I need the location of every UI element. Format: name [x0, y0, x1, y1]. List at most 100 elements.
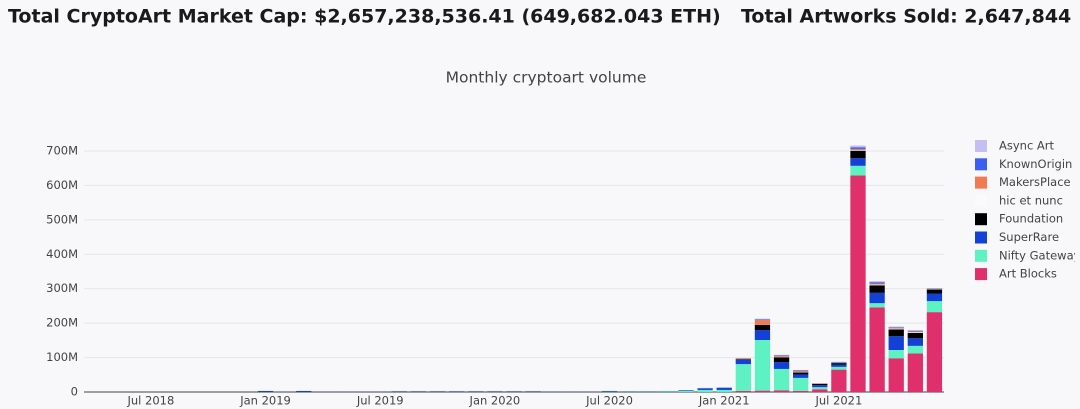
legend: Async Art KnownOrigin MakersPlace hic et nu… [975, 139, 1080, 281]
bar-segment [754, 330, 771, 341]
bar-segment [869, 283, 885, 285]
x-tick-label: Jul 2020 [585, 394, 633, 408]
bar-segment [659, 391, 675, 392]
legend-label: Nifty Gateway [999, 248, 1080, 262]
bar-segment [869, 281, 885, 283]
y-tick-label: 0 [71, 385, 78, 399]
bar-segment [926, 312, 943, 392]
chart-title: Monthly cryptoart volume [446, 69, 647, 87]
bar-segment [907, 332, 923, 339]
bar-segment [449, 391, 465, 392]
legend-swatch [975, 231, 987, 244]
bar-segment [735, 359, 751, 365]
bar-segment [735, 359, 751, 360]
y-tick-label: 500M [46, 212, 78, 226]
bar-segment [926, 301, 943, 313]
bar-segment [793, 370, 809, 373]
bar-segment [888, 327, 904, 328]
bar-segment [754, 390, 771, 392]
bar-segment [678, 390, 694, 392]
bar-segment [831, 366, 847, 370]
bar-segment [601, 390, 618, 392]
bar-segment [869, 303, 885, 308]
bar-segment [754, 340, 771, 391]
bar-segment [773, 368, 790, 391]
bar-segment [831, 364, 847, 367]
legend-swatch [975, 140, 987, 152]
bar-segment [410, 391, 427, 392]
bar-segment [907, 338, 923, 346]
bar-segment [754, 319, 771, 321]
bar-segment [850, 148, 866, 150]
bar-segment [429, 391, 446, 392]
bar-segment [831, 362, 847, 363]
x-tick-label: Jan 2021 [698, 394, 750, 408]
bar-segment [850, 165, 866, 176]
bar-segment [888, 326, 904, 328]
legend-label: SuperRare [999, 230, 1059, 244]
bar-segment [773, 355, 790, 356]
y-tick-label: 200M [46, 316, 78, 330]
bar-segment [888, 336, 904, 350]
bar-segment [735, 358, 751, 360]
legend-label: KnownOrigin [999, 157, 1072, 171]
bar-segment [850, 147, 866, 149]
legend-swatch [975, 268, 987, 281]
bar-segment [793, 372, 809, 375]
bar-segment [296, 390, 312, 392]
legend-label: Async Art [999, 139, 1055, 153]
bar-segment [391, 391, 407, 392]
bar-segment [907, 330, 923, 331]
legend-label: Foundation [999, 212, 1063, 226]
legend-swatch [975, 158, 987, 171]
x-tick-label: Jul 2018 [126, 394, 174, 408]
bar-segment [831, 363, 847, 365]
bar-segment [716, 389, 732, 392]
bar-segment [793, 390, 809, 392]
legend-swatch [975, 249, 987, 262]
y-tick-label: 400M [46, 247, 78, 261]
legend-swatch [975, 176, 987, 189]
bar-segment [697, 388, 713, 390]
bar-segment [869, 307, 885, 392]
bar-segment [257, 390, 274, 392]
x-tick-label: Jul 2021 [814, 394, 862, 408]
bar-segment [907, 345, 923, 354]
bar-segment [754, 320, 771, 325]
bar-segment [754, 318, 771, 320]
bar-segment [869, 285, 885, 293]
bar-segment [888, 327, 904, 329]
bar-segment [735, 390, 751, 392]
bar-segment [812, 389, 828, 392]
legend-swatch [975, 194, 987, 207]
bar-segment [850, 158, 866, 166]
bar-segment [773, 357, 790, 363]
y-tick-label: 700M [46, 144, 78, 158]
bar-segment [525, 391, 541, 392]
y-tick-label: 600M [46, 178, 78, 192]
bar-segment [907, 331, 923, 333]
bar-segment [888, 329, 904, 337]
bar-segment [468, 391, 484, 392]
bar-segment [888, 349, 904, 359]
bar-segment [773, 355, 790, 357]
bar-segment [793, 374, 809, 378]
bar-segment [697, 389, 713, 392]
bar-segment [831, 369, 847, 392]
bar-segment [773, 362, 790, 369]
bar-segment [678, 390, 694, 391]
bar-segment [716, 387, 732, 390]
bar-segment [850, 149, 866, 151]
bar-segment [850, 150, 866, 159]
legend-swatch [975, 213, 987, 226]
legend-label: Art Blocks [999, 267, 1057, 281]
x-tick-label: Jan 2020 [469, 394, 521, 408]
bar-segment [793, 370, 809, 371]
bar-segment [812, 387, 828, 390]
x-tick-label: Jul 2019 [356, 394, 404, 408]
bar-segment [812, 385, 828, 388]
bar-segment [735, 364, 751, 391]
bar-segment [850, 175, 866, 392]
bar-segment [907, 353, 923, 392]
